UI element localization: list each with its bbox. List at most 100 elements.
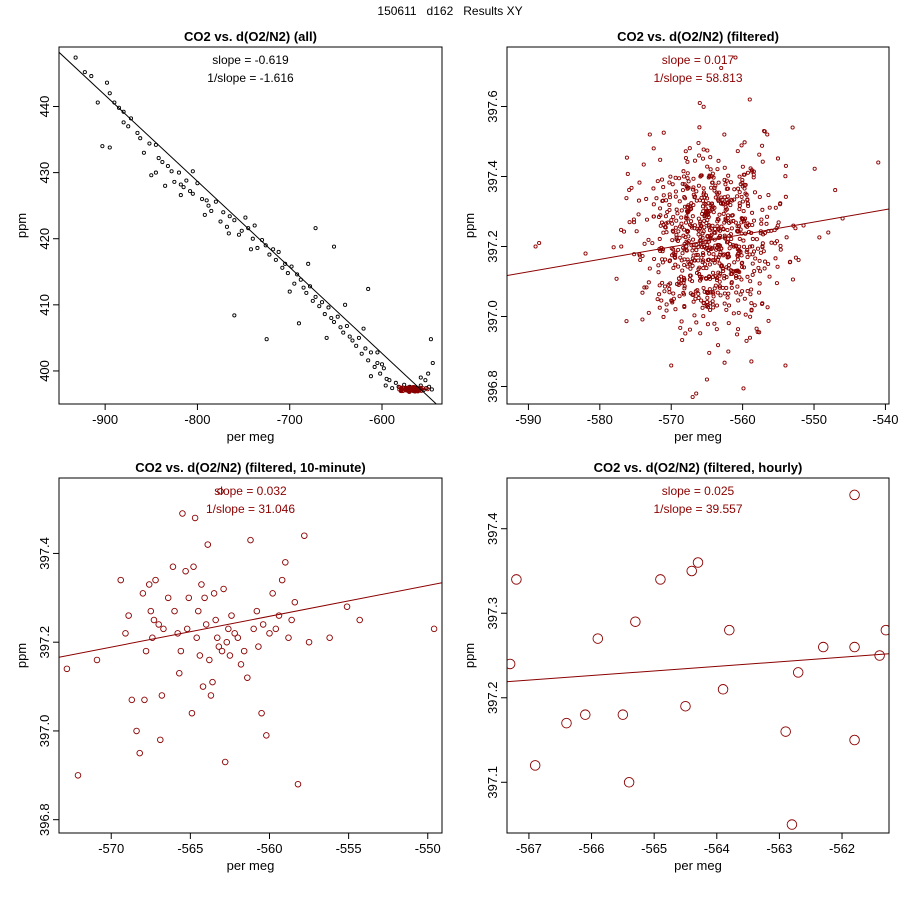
- data-point: [82, 70, 87, 75]
- data-point: [675, 282, 680, 287]
- data-point: [207, 692, 215, 699]
- data-point: [689, 219, 694, 224]
- data-point: [767, 205, 772, 210]
- data-point: [766, 193, 771, 198]
- x-axis-label: per meg: [227, 858, 275, 873]
- data-point: [709, 174, 714, 179]
- data-point: [682, 284, 687, 289]
- data-point: [670, 299, 675, 304]
- data-point: [729, 285, 734, 290]
- data-point: [275, 612, 283, 619]
- data-point: [685, 228, 690, 233]
- slope-annotation: 1/slope = -1.616: [207, 71, 294, 85]
- y-tick-label: 397.4: [485, 160, 500, 193]
- data-point: [193, 634, 200, 642]
- data-point: [675, 211, 680, 216]
- data-point: [657, 305, 662, 310]
- data-point: [730, 269, 735, 274]
- data-point: [710, 270, 716, 275]
- data-point: [155, 621, 162, 628]
- data-point: [745, 197, 750, 202]
- data-point: [773, 256, 778, 261]
- data-point: [700, 260, 705, 265]
- x-tick-label: -560: [730, 412, 756, 427]
- data-point: [533, 244, 538, 249]
- data-point: [717, 684, 729, 695]
- data-point: [627, 220, 632, 225]
- data-point: [745, 289, 750, 294]
- data-point: [745, 201, 750, 206]
- slope-annotation: 1/slope = 39.557: [653, 502, 742, 516]
- data-point: [691, 299, 696, 304]
- data-point: [366, 358, 371, 363]
- data-point: [778, 247, 783, 252]
- data-point: [165, 163, 170, 169]
- data-point: [307, 284, 313, 289]
- data-point: [63, 665, 71, 673]
- data-point: [688, 207, 693, 212]
- scatter-panel-4: CO2 vs. d(O2/N2) (filtered, hourly) -567 -…: [462, 460, 890, 873]
- data-point: [692, 258, 698, 263]
- data-point: [760, 159, 765, 164]
- data-point: [660, 249, 665, 254]
- data-point: [745, 170, 751, 175]
- data-point: [657, 236, 662, 242]
- data-point: [128, 696, 136, 704]
- data-point: [705, 299, 710, 305]
- data-point: [218, 647, 226, 655]
- data-point: [280, 265, 285, 270]
- data-point: [687, 327, 692, 332]
- data-point: [775, 156, 781, 161]
- data-point: [642, 241, 647, 246]
- data-point: [692, 223, 697, 228]
- data-point: [667, 258, 673, 263]
- data-point: [694, 270, 700, 276]
- data-point: [709, 226, 714, 231]
- data-point: [356, 335, 361, 340]
- data-point: [796, 258, 801, 263]
- data-point: [668, 174, 673, 179]
- data-point: [375, 350, 380, 355]
- data-point: [656, 270, 661, 275]
- data-point: [699, 223, 704, 229]
- data-point: [680, 337, 685, 343]
- data-point: [681, 290, 686, 296]
- data-point: [190, 191, 195, 196]
- data-point: [721, 227, 726, 232]
- data-point: [724, 178, 729, 183]
- data-point: [705, 246, 710, 251]
- data-point: [283, 261, 288, 266]
- data-point: [748, 292, 753, 297]
- data-point: [685, 176, 690, 181]
- data-point: [699, 255, 704, 260]
- data-point: [680, 700, 691, 712]
- data-point: [227, 214, 232, 219]
- data-point: [656, 263, 661, 268]
- data-point: [637, 180, 642, 185]
- data-point: [786, 819, 798, 830]
- data-point: [727, 246, 732, 251]
- data-point: [671, 247, 676, 252]
- data-point: [285, 634, 292, 642]
- data-point: [753, 256, 758, 261]
- data-point: [100, 144, 105, 149]
- data-point: [641, 162, 646, 167]
- data-point: [783, 363, 788, 368]
- data-point: [717, 190, 722, 195]
- data-point: [145, 581, 153, 588]
- plot-frame: [58, 46, 443, 405]
- data-point: [679, 215, 684, 220]
- data-point: [706, 224, 711, 229]
- data-point: [694, 189, 699, 194]
- data-point: [676, 276, 682, 281]
- data-point: [721, 201, 726, 206]
- data-point: [740, 289, 745, 294]
- chart-title: CO2 vs. d(O2/N2) (filtered): [617, 29, 779, 44]
- data-point: [418, 383, 423, 388]
- data-point: [239, 228, 244, 233]
- data-point: [611, 245, 616, 250]
- scatter-panel-2: CO2 vs. d(O2/N2) (filtered) -590 -580 -570 -…: [462, 29, 898, 444]
- data-point: [107, 145, 112, 150]
- x-tick-label: -580: [587, 412, 613, 427]
- slope-annotation: slope = 0.032: [214, 484, 287, 498]
